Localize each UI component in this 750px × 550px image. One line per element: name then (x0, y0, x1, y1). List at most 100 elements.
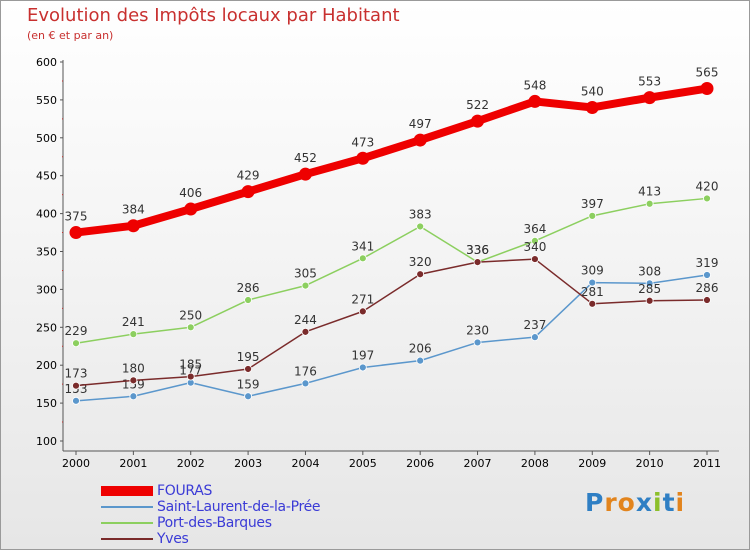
data-point-saint-laurent-de-la-pree (588, 278, 597, 287)
legend-swatch-fouras (101, 486, 153, 496)
x-tick-label: 2004 (291, 457, 319, 470)
legend-swatch-port-des-barques (101, 522, 153, 524)
data-label-saint-laurent-de-la-pree: 319 (696, 256, 719, 270)
legend-item-fouras[interactable]: FOURAS (101, 483, 361, 500)
y-tick-label: 400 (36, 208, 57, 221)
legend: FOURAS Saint-Laurent-de-la-Prée Port-des… (101, 483, 361, 548)
x-tick-label: 2010 (636, 457, 664, 470)
data-label-port-des-barques: 286 (237, 281, 260, 295)
chart-title: Evolution des Impôts locaux par Habitant (27, 5, 400, 26)
legend-item-saint-laurent[interactable]: Saint-Laurent-de-la-Prée (101, 499, 361, 516)
series-line-yves (75, 258, 708, 387)
series-line-port-des-barques (75, 197, 708, 344)
data-label-saint-laurent-de-la-pree: 237 (523, 318, 546, 332)
data-point-yves (703, 296, 711, 304)
data-label-port-des-barques: 413 (638, 185, 661, 199)
data-point-yves (129, 376, 138, 385)
data-label-fouras: 522 (466, 98, 489, 112)
data-point-port-des-barques (358, 254, 367, 263)
y-tick-label: 450 (36, 170, 57, 183)
logo-letter: i (653, 488, 663, 517)
y-tick-label: 150 (36, 397, 57, 410)
proxiti-logo[interactable]: Proxiti (585, 488, 685, 517)
legend-item-yves[interactable]: Yves (101, 531, 361, 548)
logo-letter: r (604, 488, 618, 517)
data-point-saint-laurent-de-la-pree (358, 363, 367, 372)
data-point-fouras (413, 133, 427, 147)
data-point-yves (645, 296, 654, 305)
data-label-saint-laurent-de-la-pree: 197 (351, 348, 374, 362)
data-point-saint-laurent-de-la-pree (244, 392, 252, 401)
data-label-yves: 173 (65, 367, 88, 381)
data-label-fouras: 452 (294, 151, 317, 165)
chart-subtitle: (en € et par an) (27, 29, 114, 42)
data-point-port-des-barques (645, 199, 654, 208)
data-point-fouras (298, 167, 312, 181)
data-point-saint-laurent-de-la-pree (473, 338, 482, 347)
data-point-yves (186, 372, 195, 381)
x-tick-label: 2005 (349, 457, 377, 470)
data-point-fouras (700, 82, 714, 96)
data-label-yves: 185 (179, 358, 202, 372)
data-label-yves: 320 (409, 255, 432, 269)
data-label-saint-laurent-de-la-pree: 159 (237, 377, 260, 391)
data-label-fouras: 473 (351, 135, 374, 149)
y-tick-label: 250 (36, 321, 57, 334)
data-point-saint-laurent-de-la-pree (531, 333, 539, 342)
data-label-fouras: 497 (409, 117, 432, 131)
logo-letter: o (617, 488, 636, 517)
data-label-yves: 281 (581, 285, 604, 299)
data-label-fouras: 429 (237, 169, 260, 183)
data-label-yves: 180 (122, 361, 145, 375)
logo-letter: P (585, 488, 605, 517)
data-point-saint-laurent-de-la-pree (416, 356, 425, 365)
data-point-fouras (471, 114, 485, 128)
data-label-yves: 195 (237, 350, 260, 364)
y-tick-label: 550 (36, 94, 57, 107)
data-point-port-des-barques (531, 236, 539, 245)
legend-label-fouras: FOURAS (157, 483, 213, 499)
data-point-port-des-barques (244, 296, 252, 304)
data-point-yves (473, 258, 482, 267)
data-point-saint-laurent-de-la-pree (703, 271, 711, 279)
data-point-yves (588, 299, 597, 308)
data-label-yves: 336 (466, 243, 489, 257)
x-tick-label: 2002 (177, 457, 205, 470)
data-label-fouras: 565 (696, 66, 719, 80)
data-label-yves: 271 (351, 292, 374, 306)
x-tick-label: 2008 (521, 457, 549, 470)
x-tick-label: 2011 (693, 457, 721, 470)
data-point-yves (358, 307, 367, 316)
data-label-saint-laurent-de-la-pree: 176 (294, 364, 317, 378)
data-label-port-des-barques: 229 (65, 324, 88, 338)
data-point-fouras (643, 91, 657, 105)
legend-swatch-saint-laurent (101, 506, 153, 508)
data-point-yves (244, 365, 252, 373)
logo-letter: x (635, 488, 653, 517)
data-label-yves: 286 (696, 281, 719, 295)
data-label-fouras: 553 (638, 75, 661, 89)
series-line-fouras (72, 84, 711, 237)
data-point-yves (416, 270, 425, 279)
data-label-yves: 285 (638, 282, 661, 296)
data-label-port-des-barques: 341 (351, 239, 374, 253)
logo-letter: i (675, 488, 686, 517)
y-tick-label: 100 (36, 435, 57, 448)
data-point-saint-laurent-de-la-pree (301, 379, 310, 388)
y-tick-label: 300 (36, 283, 57, 296)
data-label-fouras: 384 (122, 203, 145, 217)
logo-letter: t (662, 488, 676, 517)
y-tick-label: 200 (36, 359, 57, 372)
data-label-saint-laurent-de-la-pree: 177 (179, 364, 202, 378)
data-label-saint-laurent-de-la-pree: 206 (409, 342, 432, 356)
legend-label-saint-laurent: Saint-Laurent-de-la-Prée (157, 499, 321, 515)
data-point-yves (72, 381, 80, 390)
data-point-port-des-barques (186, 323, 195, 332)
y-tick-label: 600 (36, 56, 57, 69)
x-tick-label: 2000 (62, 457, 90, 470)
legend-label-port-des-barques: Port-des-Barques (157, 515, 272, 531)
data-label-fouras: 375 (65, 210, 88, 224)
legend-item-port-des-barques[interactable]: Port-des-Barques (101, 515, 361, 532)
data-point-saint-laurent-de-la-pree (72, 396, 80, 405)
